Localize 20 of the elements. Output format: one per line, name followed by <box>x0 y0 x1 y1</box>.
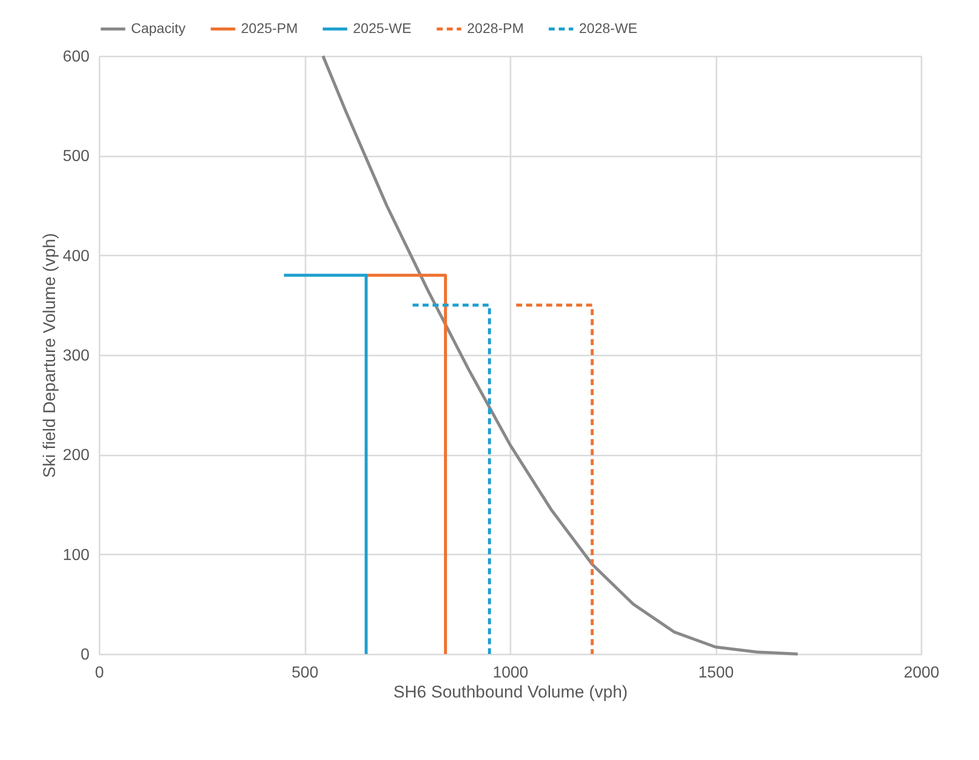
y-tick-label: 200 <box>62 447 90 464</box>
x-axis-title: SH6 Southbound Volume (vph) <box>393 682 628 702</box>
x-tick-label: 1500 <box>698 664 734 682</box>
x-tick-label: 500 <box>292 664 318 682</box>
y-tick-label: 500 <box>62 148 90 166</box>
legend-label: 2028-WE <box>579 20 638 36</box>
legend-label: 2028-PM <box>467 20 524 36</box>
y-tick-label: 0 <box>80 646 90 664</box>
y-tick-label: 600 <box>62 48 90 66</box>
x-tick-label: 0 <box>95 664 104 682</box>
y-axis-title: Ski field Departure Volume (vph) <box>40 233 59 478</box>
y-tick-label: 100 <box>62 546 90 564</box>
y-tick-label: 300 <box>62 348 90 364</box>
legend-label: Capacity <box>131 20 186 36</box>
line-series <box>321 54 800 656</box>
legend-label: 2025-WE <box>353 20 412 36</box>
x-tick-label: 1000 <box>492 664 528 682</box>
y-tick-label: 400 <box>62 248 90 265</box>
legend-label: 2025-PM <box>241 20 298 36</box>
x-tick-label: 2000 <box>904 664 940 682</box>
